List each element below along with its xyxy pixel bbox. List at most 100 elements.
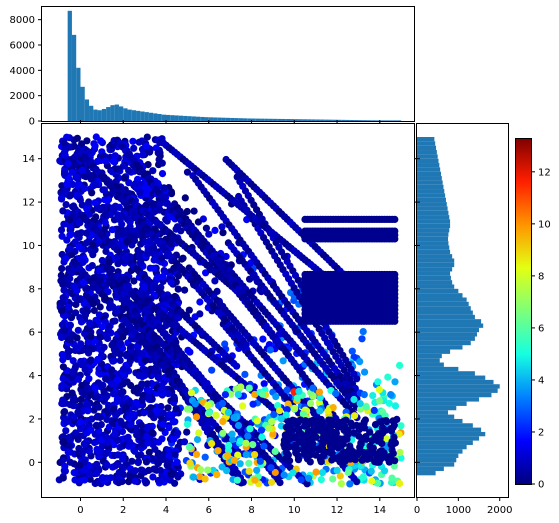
scatter-point (76, 461, 84, 469)
scatter-point (391, 378, 399, 386)
scatter-point (119, 333, 127, 341)
top-histogram-bar (341, 119, 346, 121)
right-histogram-bar (417, 150, 437, 155)
scatter-point (333, 466, 341, 474)
scatter-point (359, 328, 367, 336)
scatter-point (73, 334, 81, 342)
scatter-point (104, 334, 112, 343)
scatter-point (100, 186, 108, 194)
scatter-point (86, 320, 94, 328)
scatter-point (103, 392, 111, 400)
top-histogram-bar (89, 105, 94, 121)
scatter-point (170, 435, 178, 443)
scatter-point (58, 456, 67, 465)
scatter-point (145, 466, 153, 474)
scatter-point (69, 357, 77, 365)
top-histogram-bar (110, 105, 115, 121)
scatter-point (166, 411, 174, 419)
scatter-point (303, 444, 311, 452)
top-histogram-bar (396, 120, 402, 121)
scatter-point (62, 255, 70, 263)
scatter-point (59, 474, 67, 482)
scatter-point (156, 200, 164, 208)
scatter-point (135, 138, 143, 146)
right-histogram-bar (417, 414, 455, 419)
scatter-point (140, 183, 149, 192)
scatter-point (259, 390, 267, 398)
scatter-point (305, 474, 313, 482)
scatter-point (380, 449, 388, 457)
scatter-point (98, 323, 106, 331)
scatter-point (239, 402, 247, 410)
scatter-point (66, 321, 74, 329)
scatter-point (71, 161, 79, 169)
scatter-point (239, 478, 247, 486)
right-histogram-bar (417, 453, 459, 458)
scatter-point (208, 440, 216, 448)
top-histogram-bar (290, 119, 295, 121)
right-histogram-bar (417, 319, 482, 324)
scatter-point (171, 479, 179, 487)
scatter-point (259, 335, 267, 343)
y-tick-label: 0 (29, 458, 35, 469)
scatter-point (201, 475, 209, 483)
scatter-point (66, 216, 74, 224)
top-y-tick-label: 2000 (10, 91, 35, 102)
top-histogram-bar (366, 120, 372, 121)
scatter-point (82, 306, 90, 314)
right-histogram-bar (417, 232, 449, 237)
scatter-point (245, 467, 253, 475)
top-histogram-bar (230, 117, 235, 121)
right-histogram-bar (417, 397, 480, 402)
scatter-point (158, 254, 166, 262)
scatter-point (138, 440, 146, 448)
top-histogram-bar (208, 117, 214, 121)
scatter-point (396, 479, 404, 488)
right-histogram-bar (417, 137, 435, 142)
y-tick-label: 14 (22, 154, 35, 165)
scatter-point (201, 453, 209, 461)
colorbar-gradient (515, 138, 531, 484)
scatter-point (113, 395, 121, 403)
scatter-point (167, 470, 175, 478)
scatter-point (61, 169, 69, 177)
scatter-point (190, 207, 198, 215)
scatter-point (61, 151, 69, 159)
scatter-point (92, 422, 101, 430)
scatter-point (144, 393, 152, 401)
scatter-point (124, 215, 132, 223)
scatter-point (57, 226, 66, 234)
scatter-point (63, 180, 71, 188)
scatter-point (131, 447, 139, 455)
scatter-point (87, 356, 95, 364)
scatter-point (150, 256, 158, 264)
top-histogram-bar (166, 114, 171, 121)
top-histogram-bar (362, 120, 367, 121)
scatter-point (358, 436, 366, 444)
scatter-point (348, 446, 356, 455)
scatter-point (213, 287, 221, 295)
scatter-point (80, 185, 88, 193)
x-tick-label: 12 (331, 505, 344, 516)
right-histogram-bar (417, 336, 475, 341)
scatter-point (224, 408, 232, 416)
scatter-point (320, 435, 328, 443)
scatter-point (142, 458, 151, 466)
scatter-point (251, 476, 259, 484)
right-histogram-bar (417, 258, 455, 263)
scatter-point (171, 418, 179, 426)
scatter-point (65, 336, 73, 344)
scatter-point (312, 468, 320, 476)
top-histogram-bar (311, 119, 316, 121)
scatter-point (122, 404, 130, 412)
top-histogram-bar (101, 108, 107, 121)
top-histogram-bar (136, 110, 141, 121)
scatter-point (329, 475, 337, 483)
scatter-point (167, 278, 175, 286)
colorbar-tick-label: 4 (538, 375, 544, 386)
scatter-point (174, 285, 182, 293)
top-histogram-bar (392, 120, 397, 121)
scatter-point (65, 442, 73, 450)
